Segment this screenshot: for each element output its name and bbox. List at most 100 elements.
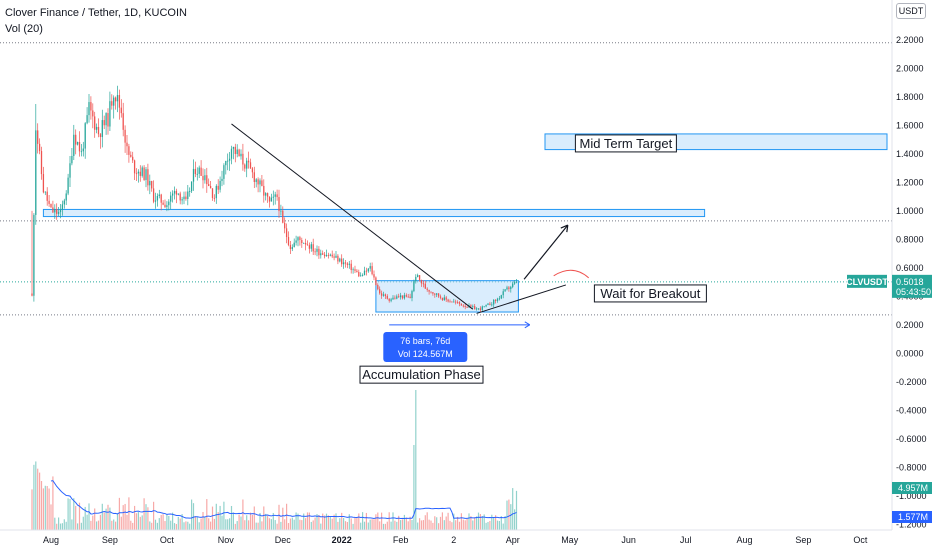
- volume-bar-47: [120, 516, 122, 530]
- candle-79: [181, 199, 183, 201]
- volume-bar-226: [460, 513, 462, 530]
- candle-18: [65, 193, 67, 201]
- volume-bar-183: [379, 521, 381, 530]
- candle-68: [160, 194, 162, 203]
- candle-78: [179, 193, 181, 201]
- volume-bar-91: [204, 517, 206, 530]
- volume-bar-190: [392, 512, 394, 530]
- volume-bar-69: [162, 514, 164, 530]
- volume-bar-201: [413, 445, 415, 530]
- volume-bar-75: [173, 523, 176, 530]
- candle-75: [173, 190, 176, 194]
- candle-225: [458, 302, 461, 304]
- candle-111: [242, 153, 244, 165]
- candle-134: [285, 228, 288, 238]
- volume-bar-224: [457, 516, 459, 530]
- volume-bar-178: [369, 519, 371, 530]
- candle-184: [380, 293, 383, 296]
- uptrend-line: [476, 284, 567, 314]
- candle-165: [344, 262, 347, 264]
- volume-bar-254: [514, 509, 516, 530]
- volume-bar-54: [134, 505, 136, 530]
- volume-bar-5: [40, 481, 43, 530]
- volume-bar-68: [160, 514, 162, 530]
- volume-bar-171: [356, 517, 358, 530]
- volume-bar-235: [477, 512, 480, 530]
- volume-bar-37: [101, 503, 103, 530]
- candle-91: [204, 175, 206, 181]
- volume-bar-65: [154, 519, 157, 530]
- volume-bar-182: [377, 512, 379, 530]
- candle-237: [481, 306, 483, 310]
- candle-9: [48, 200, 50, 204]
- y-tick-label: -0.8000: [896, 462, 927, 472]
- candle-77: [177, 193, 179, 195]
- volume-bar-130: [278, 504, 280, 530]
- volume-bar-25: [78, 502, 81, 530]
- range-bars-text: 76 bars, 76d: [400, 336, 450, 346]
- candle-226: [460, 303, 463, 306]
- y-tick-label: -1.2000: [896, 519, 927, 529]
- candle-28: [84, 123, 86, 149]
- volume-bar-105: [230, 505, 233, 530]
- volume-bar-117: [253, 506, 255, 530]
- volume-bar-123: [265, 513, 267, 530]
- candles[interactable]: [31, 85, 518, 313]
- candle-59: [143, 167, 145, 180]
- volume-bar-70: [164, 521, 166, 530]
- volume-bar-62: [149, 521, 151, 530]
- volume-bar-98: [217, 512, 219, 530]
- candle-72: [168, 201, 170, 206]
- volume-bar-94: [210, 521, 212, 530]
- candle-172: [358, 272, 360, 277]
- currency-label[interactable]: USDT: [896, 3, 926, 19]
- candle-67: [158, 194, 160, 196]
- candle-153: [322, 253, 324, 255]
- y-tick-label: 1.6000: [896, 120, 924, 130]
- volume-bar-228: [464, 520, 466, 530]
- candle-201: [413, 281, 415, 292]
- candle-3: [37, 130, 39, 144]
- volume-bar-55: [135, 513, 138, 530]
- candle-30: [88, 102, 90, 116]
- x-tick-label: Nov: [218, 535, 235, 545]
- red-curve-arrow: [553, 269, 590, 279]
- candle-48: [122, 113, 124, 130]
- volume-bar-212: [434, 516, 436, 530]
- volume-bar-53: [132, 522, 134, 530]
- candle-22: [73, 134, 75, 156]
- candle-169: [352, 269, 354, 271]
- candle-213: [436, 293, 438, 295]
- candle-177: [367, 268, 369, 272]
- volume-bar-83: [189, 523, 191, 530]
- candle-183: [379, 289, 381, 294]
- volume-bar-82: [187, 521, 189, 530]
- volume-bar-111: [242, 499, 244, 530]
- candle-217: [443, 297, 445, 301]
- candle-196: [403, 295, 406, 299]
- volume-bar-124: [267, 515, 269, 530]
- candle-202: [415, 276, 417, 282]
- volume-bar-95: [211, 506, 214, 530]
- volume-bar-108: [236, 521, 238, 530]
- candle-209: [428, 289, 430, 292]
- candle-144: [304, 242, 307, 245]
- volume-bar-229: [466, 519, 468, 530]
- volume-bar-52: [130, 520, 132, 530]
- candle-83: [189, 191, 191, 192]
- candle-70: [164, 204, 166, 208]
- volume-bar-38: [103, 512, 105, 530]
- candle-95: [211, 188, 214, 198]
- candle-126: [270, 197, 273, 202]
- candle-154: [323, 254, 326, 257]
- volume-bar-134: [286, 503, 288, 530]
- volume-bar-170: [354, 517, 356, 530]
- volume-bar-45: [116, 513, 119, 530]
- breakout-arrow-head: [560, 224, 569, 233]
- candle-34: [95, 126, 98, 130]
- volume-bar-27: [82, 516, 84, 530]
- candle-129: [276, 194, 278, 198]
- volume-bar-3: [37, 468, 39, 530]
- volume-bar-250: [506, 500, 508, 530]
